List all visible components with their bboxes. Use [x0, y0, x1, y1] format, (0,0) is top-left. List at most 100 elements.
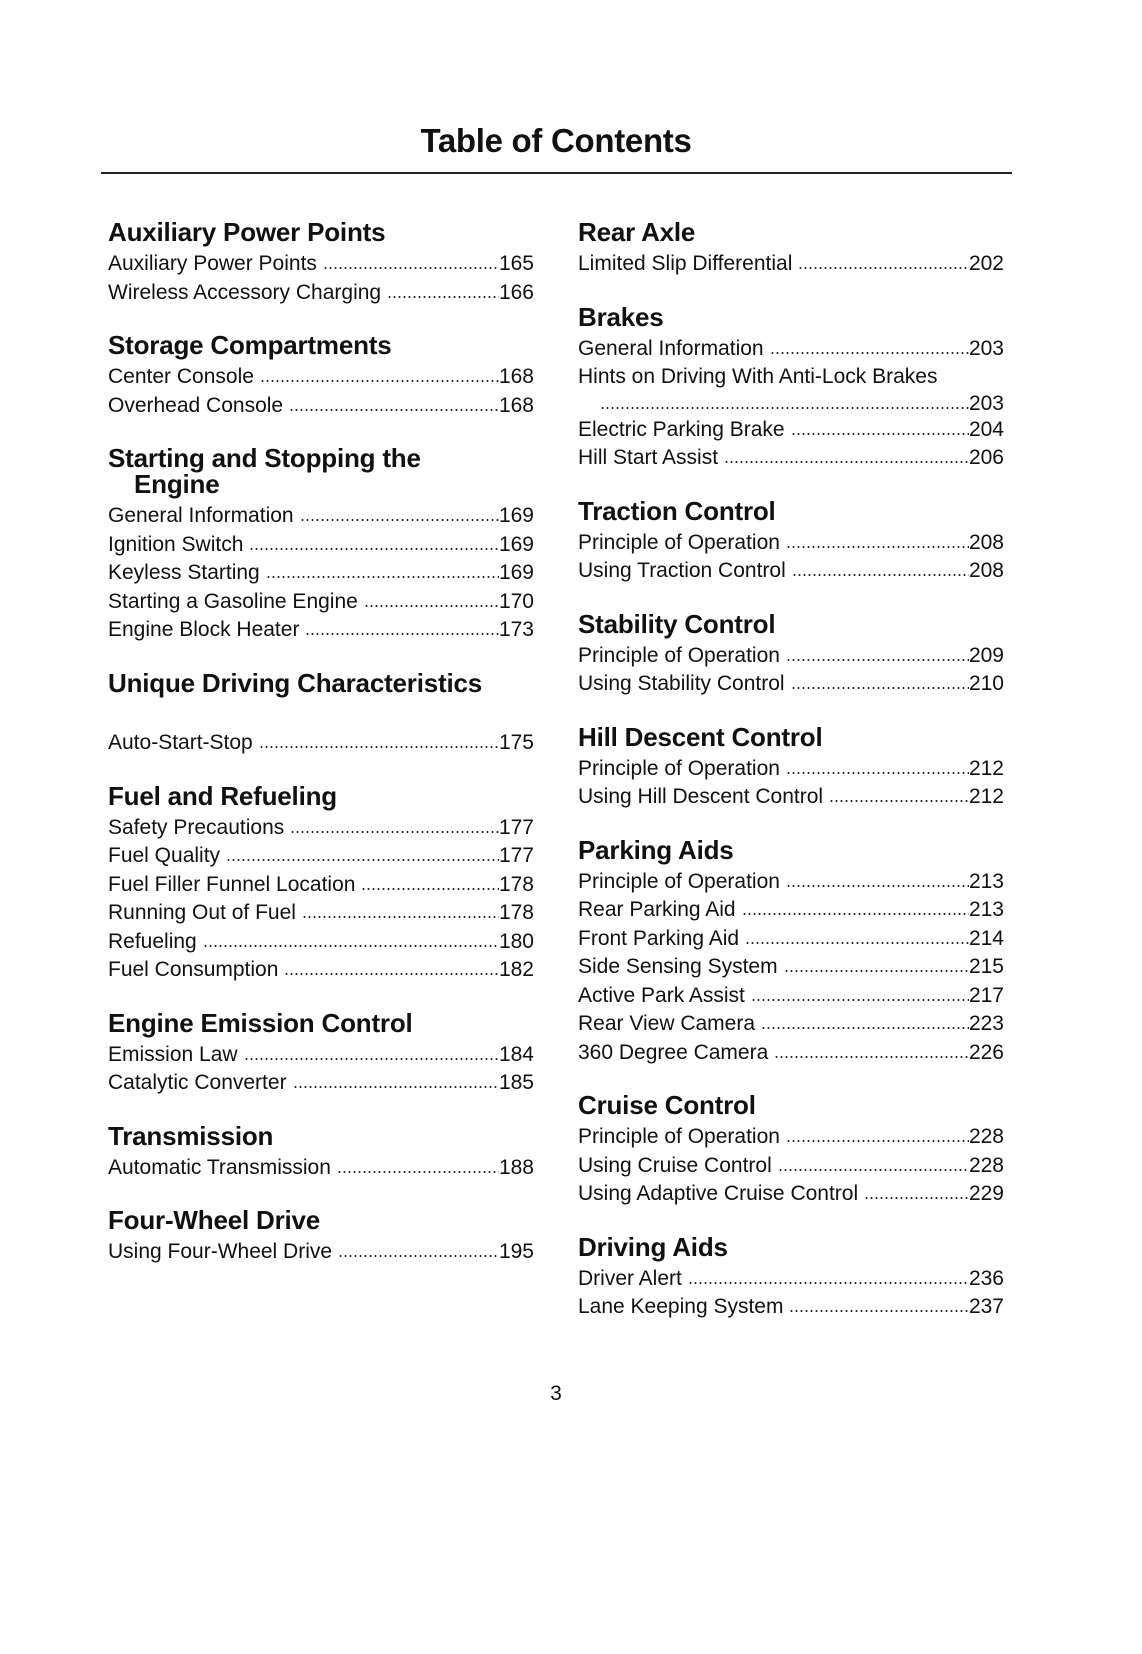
toc-entry[interactable]: Principle of Operation 212 — [578, 755, 1004, 784]
section-heading[interactable]: Transmission — [108, 1123, 534, 1149]
toc-entry[interactable]: Front Parking Aid 214 — [578, 925, 1004, 954]
toc-entry[interactable]: Limited Slip Differential 202 — [578, 250, 1004, 279]
entry-label: Principle of Operation — [578, 1125, 780, 1148]
toc-entry[interactable]: Keyless Starting 169 — [108, 559, 534, 588]
toc-entry[interactable]: Running Out of Fuel 178 — [108, 899, 534, 928]
toc-entry[interactable]: Using Stability Control 210 — [578, 670, 1004, 699]
entry-page-number: 208 — [968, 559, 1004, 582]
toc-entry[interactable]: Engine Block Heater 173 — [108, 616, 534, 645]
entry-page-number: 213 — [968, 898, 1004, 921]
section-heading[interactable]: Fuel and Refueling — [108, 783, 534, 809]
entry-label: Engine Block Heater — [108, 618, 300, 641]
entry-label: Center Console — [108, 365, 254, 388]
toc-entry[interactable]: Fuel Filler Funnel Location 178 — [108, 871, 534, 900]
section-heading[interactable]: Hill Descent Control — [578, 724, 1004, 750]
section-heading[interactable]: Cruise Control — [578, 1092, 1004, 1118]
toc-entry[interactable]: Rear Parking Aid 213 — [578, 896, 1004, 925]
page-title: Table of Contents — [420, 122, 692, 159]
toc-entry[interactable]: General Information 203 — [578, 335, 1004, 364]
toc-entry[interactable]: Center Console 168 — [108, 363, 534, 392]
toc-entry[interactable]: Safety Precautions 177 — [108, 814, 534, 843]
entry-page-number: 215 — [968, 955, 1004, 978]
toc-entry[interactable]: Automatic Transmission 188 — [108, 1154, 534, 1183]
entry-label: Driver Alert — [578, 1266, 682, 1290]
entry-page-number: 175 — [498, 731, 534, 754]
entry-page-number: 212 — [968, 785, 1004, 808]
toc-entry[interactable]: Auxiliary Power Points 165 — [108, 250, 534, 279]
entry-label: General Information — [108, 504, 294, 527]
section-heading[interactable]: Unique Driving Characteristics — [108, 670, 534, 696]
toc-entry[interactable]: Overhead Console 168 — [108, 392, 534, 421]
dot-leader — [305, 633, 499, 635]
dot-leader — [363, 604, 499, 607]
toc-entry[interactable]: Emission Law 184 — [108, 1041, 534, 1070]
section-heading-text: Cruise Control — [578, 1090, 756, 1120]
toc-entry[interactable]: 360 Degree Camera 226 — [578, 1039, 1004, 1068]
toc-section: Unique Driving Characteristics Auto-Start… — [108, 670, 534, 758]
toc-entry[interactable]: Fuel Quality 177 — [108, 842, 534, 871]
toc-entry[interactable]: Starting a Gasoline Engine 170 — [108, 588, 534, 617]
section-heading[interactable]: Starting and Stopping the Engine — [108, 445, 534, 497]
toc-entry[interactable]: Using Hill Descent Control 212 — [578, 783, 1004, 812]
section-heading[interactable]: Rear Axle — [578, 219, 1004, 245]
toc-entry[interactable]: Using Cruise Control 228 — [578, 1152, 1004, 1181]
toc-section: Brakes General Information 203 Hints on Dri… — [578, 304, 1004, 473]
toc-entry[interactable]: Using Traction Control 208 — [578, 557, 1004, 586]
section-heading[interactable]: Storage Compartments — [108, 332, 534, 358]
section-heading[interactable]: Parking Aids — [578, 837, 1004, 863]
entry-label: Auxiliary Power Points — [108, 252, 317, 275]
toc-section: Four-Wheel Drive Using Four-Wheel Drive 19… — [108, 1207, 534, 1267]
toc-entry[interactable]: Auto-Start-Stop 175 — [108, 729, 534, 758]
toc-entry[interactable]: Principle of Operation 208 — [578, 529, 1004, 558]
section-heading-text: Four-Wheel Drive — [108, 1205, 321, 1235]
toc-entry[interactable]: Wireless Accessory Charging 166 — [108, 279, 534, 308]
entry-page-number: 184 — [498, 1042, 534, 1066]
toc-entry[interactable]: Electric Parking Brake 204 — [578, 416, 1004, 445]
section-heading-text: Hill Descent Control — [578, 721, 823, 752]
section-heading[interactable]: Engine Emission Control — [108, 1010, 534, 1036]
toc-entry[interactable]: Refueling 180 — [108, 928, 534, 957]
toc-entry[interactable]: Lane Keeping System 237 — [578, 1293, 1004, 1322]
toc-entry[interactable]: General Information 169 — [108, 502, 534, 531]
dot-leader — [322, 267, 499, 269]
toc-entry[interactable]: Using Four-Wheel Drive 195 — [108, 1238, 534, 1267]
toc-entry[interactable]: Fuel Consumption 182 — [108, 956, 534, 985]
toc-entry[interactable]: Active Park Assist 217 — [578, 982, 1004, 1011]
dot-leader — [289, 408, 499, 411]
toc-entry[interactable]: Catalytic Converter 185 — [108, 1069, 534, 1098]
entry-label: Hill Start Assist — [578, 446, 719, 469]
section-heading-text: Engine Emission Control — [108, 1007, 413, 1038]
section-heading-text: Brakes — [578, 301, 664, 332]
section-heading[interactable]: Auxiliary Power Points — [108, 219, 534, 245]
entry-page-number: 226 — [968, 1040, 1004, 1064]
section-heading-text: Transmission — [108, 1120, 274, 1151]
section-heading[interactable]: Traction Control — [578, 498, 1004, 524]
entry-label: Principle of Operation — [578, 530, 780, 554]
entry-page-number: 177 — [498, 844, 534, 867]
toc-entry[interactable]: Hill Start Assist 206 — [578, 444, 1004, 473]
toc-entry[interactable]: Hints on Driving With Anti-Lock Brakes 20… — [578, 363, 1004, 416]
entry-page-number: 237 — [968, 1295, 1004, 1318]
dot-leader — [774, 1055, 969, 1058]
section-heading[interactable]: Driving Aids — [578, 1234, 1004, 1260]
toc-entry[interactable]: Principle of Operation 228 — [578, 1123, 1004, 1152]
dot-leader — [292, 1086, 499, 1088]
section-heading[interactable]: Four-Wheel Drive — [108, 1207, 534, 1233]
toc-entry[interactable]: Using Adaptive Cruise Control 229 — [578, 1180, 1004, 1209]
toc-entry[interactable]: Ignition Switch 169 — [108, 531, 534, 560]
entry-page-number: 203 — [968, 391, 1004, 415]
toc-entry[interactable]: Driver Alert 236 — [578, 1265, 1004, 1294]
section-heading[interactable]: Brakes — [578, 304, 1004, 330]
toc-entry[interactable]: Side Sensing System 215 — [578, 953, 1004, 982]
toc-entry[interactable]: Principle of Operation 213 — [578, 868, 1004, 897]
dot-leader — [258, 746, 499, 748]
entry-page-number: 180 — [498, 929, 534, 953]
toc-entry[interactable]: Rear View Camera 223 — [578, 1010, 1004, 1039]
toc-section: Engine Emission Control Emission Law 184 Ca… — [108, 1010, 534, 1098]
entry-label: Ignition Switch — [108, 532, 244, 556]
dot-leader — [791, 574, 969, 576]
toc-entry[interactable]: Principle of Operation 209 — [578, 642, 1004, 671]
entry-page-number: 173 — [498, 618, 534, 641]
entry-page-number: 217 — [968, 983, 1004, 1007]
section-heading[interactable]: Stability Control — [578, 611, 1004, 637]
